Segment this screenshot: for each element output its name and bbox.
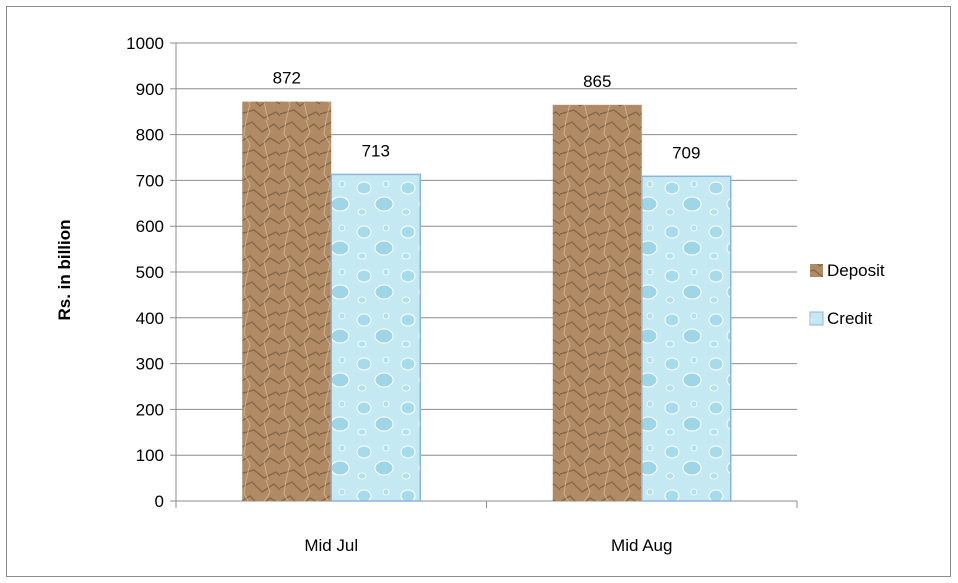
- data-label: 713: [362, 141, 390, 160]
- legend-label-credit: Credit: [827, 309, 873, 328]
- bar-deposit-mid-jul: [242, 101, 332, 502]
- y-tick-label: 0: [155, 492, 164, 511]
- y-tick-label: 200: [136, 400, 164, 419]
- bar-deposit-mid-aug: [552, 104, 642, 501]
- y-tick-label: 500: [136, 263, 164, 282]
- x-tick-label: Mid Aug: [611, 536, 672, 555]
- y-tick-label: 300: [136, 355, 164, 374]
- legend-label-deposit: Deposit: [827, 261, 885, 280]
- y-tick-label: 600: [136, 217, 164, 236]
- x-tick-label: Mid Jul: [304, 536, 358, 555]
- legend-swatch-deposit: [810, 264, 823, 277]
- y-tick-label: 800: [136, 126, 164, 145]
- chart-frame: [6, 6, 951, 577]
- y-axis-label: Rs. in billion: [55, 219, 74, 320]
- legend-swatch-credit: [809, 311, 824, 326]
- y-tick-label: 400: [136, 309, 164, 328]
- y-tick-label: 1000: [126, 34, 164, 53]
- bar-credit-mid-aug: [641, 175, 732, 502]
- data-label: 872: [273, 69, 301, 88]
- y-tick-label: 900: [136, 80, 164, 99]
- bar-credit-mid-jul: [330, 173, 421, 502]
- y-tick-label: 700: [136, 171, 164, 190]
- y-tick-label: 100: [136, 446, 164, 465]
- data-label: 865: [583, 72, 611, 91]
- data-label: 709: [672, 143, 700, 162]
